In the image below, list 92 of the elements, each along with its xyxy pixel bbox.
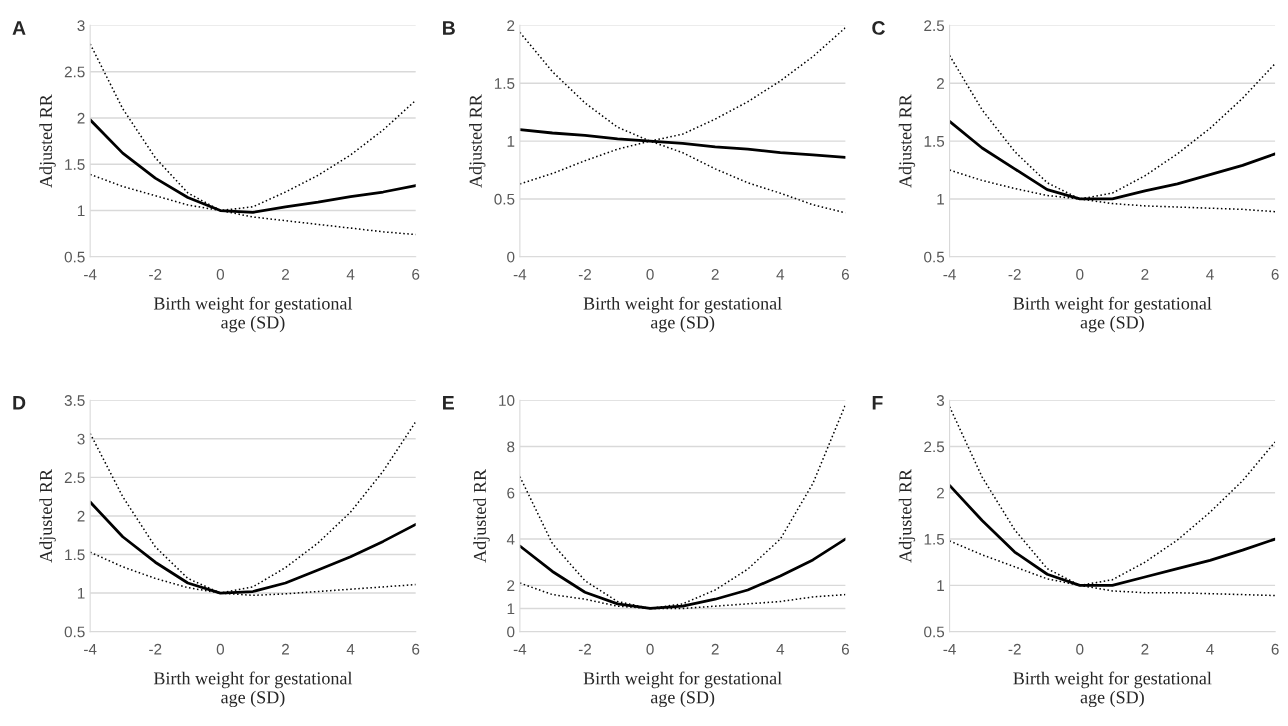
x-tick-label: 2: [1141, 643, 1149, 655]
y-axis-title: Adjusted RR: [469, 94, 486, 188]
x-tick-label: -4: [84, 643, 97, 655]
x-tick-label: -4: [943, 643, 956, 655]
x-tick-label: 6: [841, 643, 849, 655]
x-tick-label: 2: [711, 643, 719, 655]
x-tick-label: 0: [646, 643, 654, 655]
y-axis-title: Adjusted RR: [39, 94, 56, 188]
y-tick-label: 2: [507, 20, 515, 31]
line-series: [519, 404, 846, 610]
x-tick-label: 0: [1076, 269, 1084, 280]
y-tick-label: 0.5: [924, 626, 945, 638]
x-tick-label: -4: [943, 269, 956, 280]
y-tick-label: 4: [506, 534, 515, 545]
y-tick-label: 1.5: [65, 159, 85, 170]
x-tick-label: 2: [711, 269, 719, 280]
x-tick-label: 4: [776, 643, 785, 655]
y-tick-label: 2: [507, 580, 515, 591]
y-tick-label: 0.5: [924, 251, 945, 263]
x-tick-label: 2: [282, 269, 289, 280]
y-tick-label: 1: [937, 580, 944, 591]
y-tick-label: 1.5: [924, 534, 945, 545]
chart-title: C: [872, 21, 885, 35]
y-tick-label: 1.5: [494, 78, 515, 89]
y-axis-title: Adjusted RR: [39, 469, 56, 563]
x-tick-label: 2: [1141, 269, 1149, 280]
y-tick-label: 1: [77, 205, 85, 217]
x-tick-label: -2: [578, 269, 591, 280]
chart-title: F: [872, 396, 883, 410]
y-tick-label: 1.5: [924, 136, 945, 147]
chart-title: D: [13, 396, 26, 410]
x-tick-label: 6: [1271, 269, 1279, 280]
x-tick-label: 6: [412, 269, 420, 280]
y-tick-label: 3: [77, 20, 85, 32]
x-axis-title: Birth weight for gestational age (SD): [153, 671, 353, 708]
y-axis-title: Adjusted RR: [898, 94, 916, 188]
y-tick-label: 3: [936, 395, 945, 406]
x-tick-label: -2: [578, 643, 591, 655]
y-tick-label: 0: [507, 251, 515, 263]
y-tick-label: 2.5: [64, 472, 85, 484]
y-tick-label: 1: [937, 193, 944, 205]
y-tick-label: 1: [507, 603, 515, 615]
y-tick-label: 2: [936, 487, 944, 499]
x-tick-label: 0: [646, 269, 654, 280]
chart-title: A: [12, 21, 26, 35]
y-tick-label: 2.5: [924, 20, 945, 32]
y-tick-label: 3: [77, 433, 85, 445]
y-tick-label: 2.5: [924, 441, 945, 453]
x-tick-label: 0: [1076, 643, 1084, 655]
x-tick-label: 4: [776, 269, 785, 280]
y-axis-title: Adjusted RR: [898, 469, 916, 563]
x-tick-label: 0: [216, 643, 225, 655]
y-tick-label: 3.5: [64, 395, 85, 406]
x-tick-label: 4: [1206, 643, 1214, 655]
x-tick-label: 6: [841, 269, 849, 280]
y-tick-label: 1: [77, 588, 85, 599]
x-tick-label: -4: [84, 269, 97, 280]
y-tick-label: 10: [499, 395, 515, 406]
y-tick-label: 0.5: [64, 251, 85, 263]
x-tick-label: -2: [1008, 269, 1021, 280]
y-tick-label: 0: [507, 626, 515, 638]
x-axis-title: Birth weight for gestational age (SD): [1013, 296, 1212, 333]
x-tick-label: -2: [149, 643, 162, 655]
x-tick-label: -2: [1008, 643, 1021, 655]
chart-title: E: [443, 396, 454, 410]
x-axis-title: Birth weight for gestational age (SD): [153, 296, 353, 333]
y-tick-label: 1: [507, 136, 515, 147]
x-tick-label: 0: [216, 269, 225, 280]
y-tick-label: 2: [77, 510, 85, 522]
y-tick-label: 6: [507, 487, 515, 499]
y-tick-label: 0.5: [494, 193, 515, 205]
x-tick-label: 4: [1206, 269, 1214, 280]
x-axis-title: Birth weight for gestational age (SD): [1013, 671, 1212, 708]
y-tick-label: 2.5: [64, 66, 85, 78]
y-tick-label: 8: [507, 441, 515, 453]
x-tick-label: 6: [1271, 643, 1279, 655]
x-tick-label: 2: [282, 643, 289, 655]
x-tick-label: -2: [149, 269, 162, 280]
x-tick-label: 4: [346, 269, 355, 280]
x-tick-label: -4: [513, 269, 527, 280]
x-tick-label: 6: [412, 643, 420, 655]
y-tick-label: 2: [936, 78, 944, 89]
line-series: [90, 421, 416, 594]
y-tick-label: 0.5: [64, 626, 85, 638]
y-axis-title: Adjusted RR: [473, 469, 490, 563]
x-tick-label: -4: [513, 643, 527, 655]
x-axis-title: Birth weight for gestational age (SD): [583, 671, 782, 708]
y-tick-label: 2: [77, 112, 85, 124]
chart-title: B: [443, 21, 455, 35]
x-tick-label: 4: [346, 643, 355, 655]
x-axis-title: Birth weight for gestational age (SD): [583, 296, 782, 333]
y-tick-label: 1.5: [65, 549, 85, 561]
